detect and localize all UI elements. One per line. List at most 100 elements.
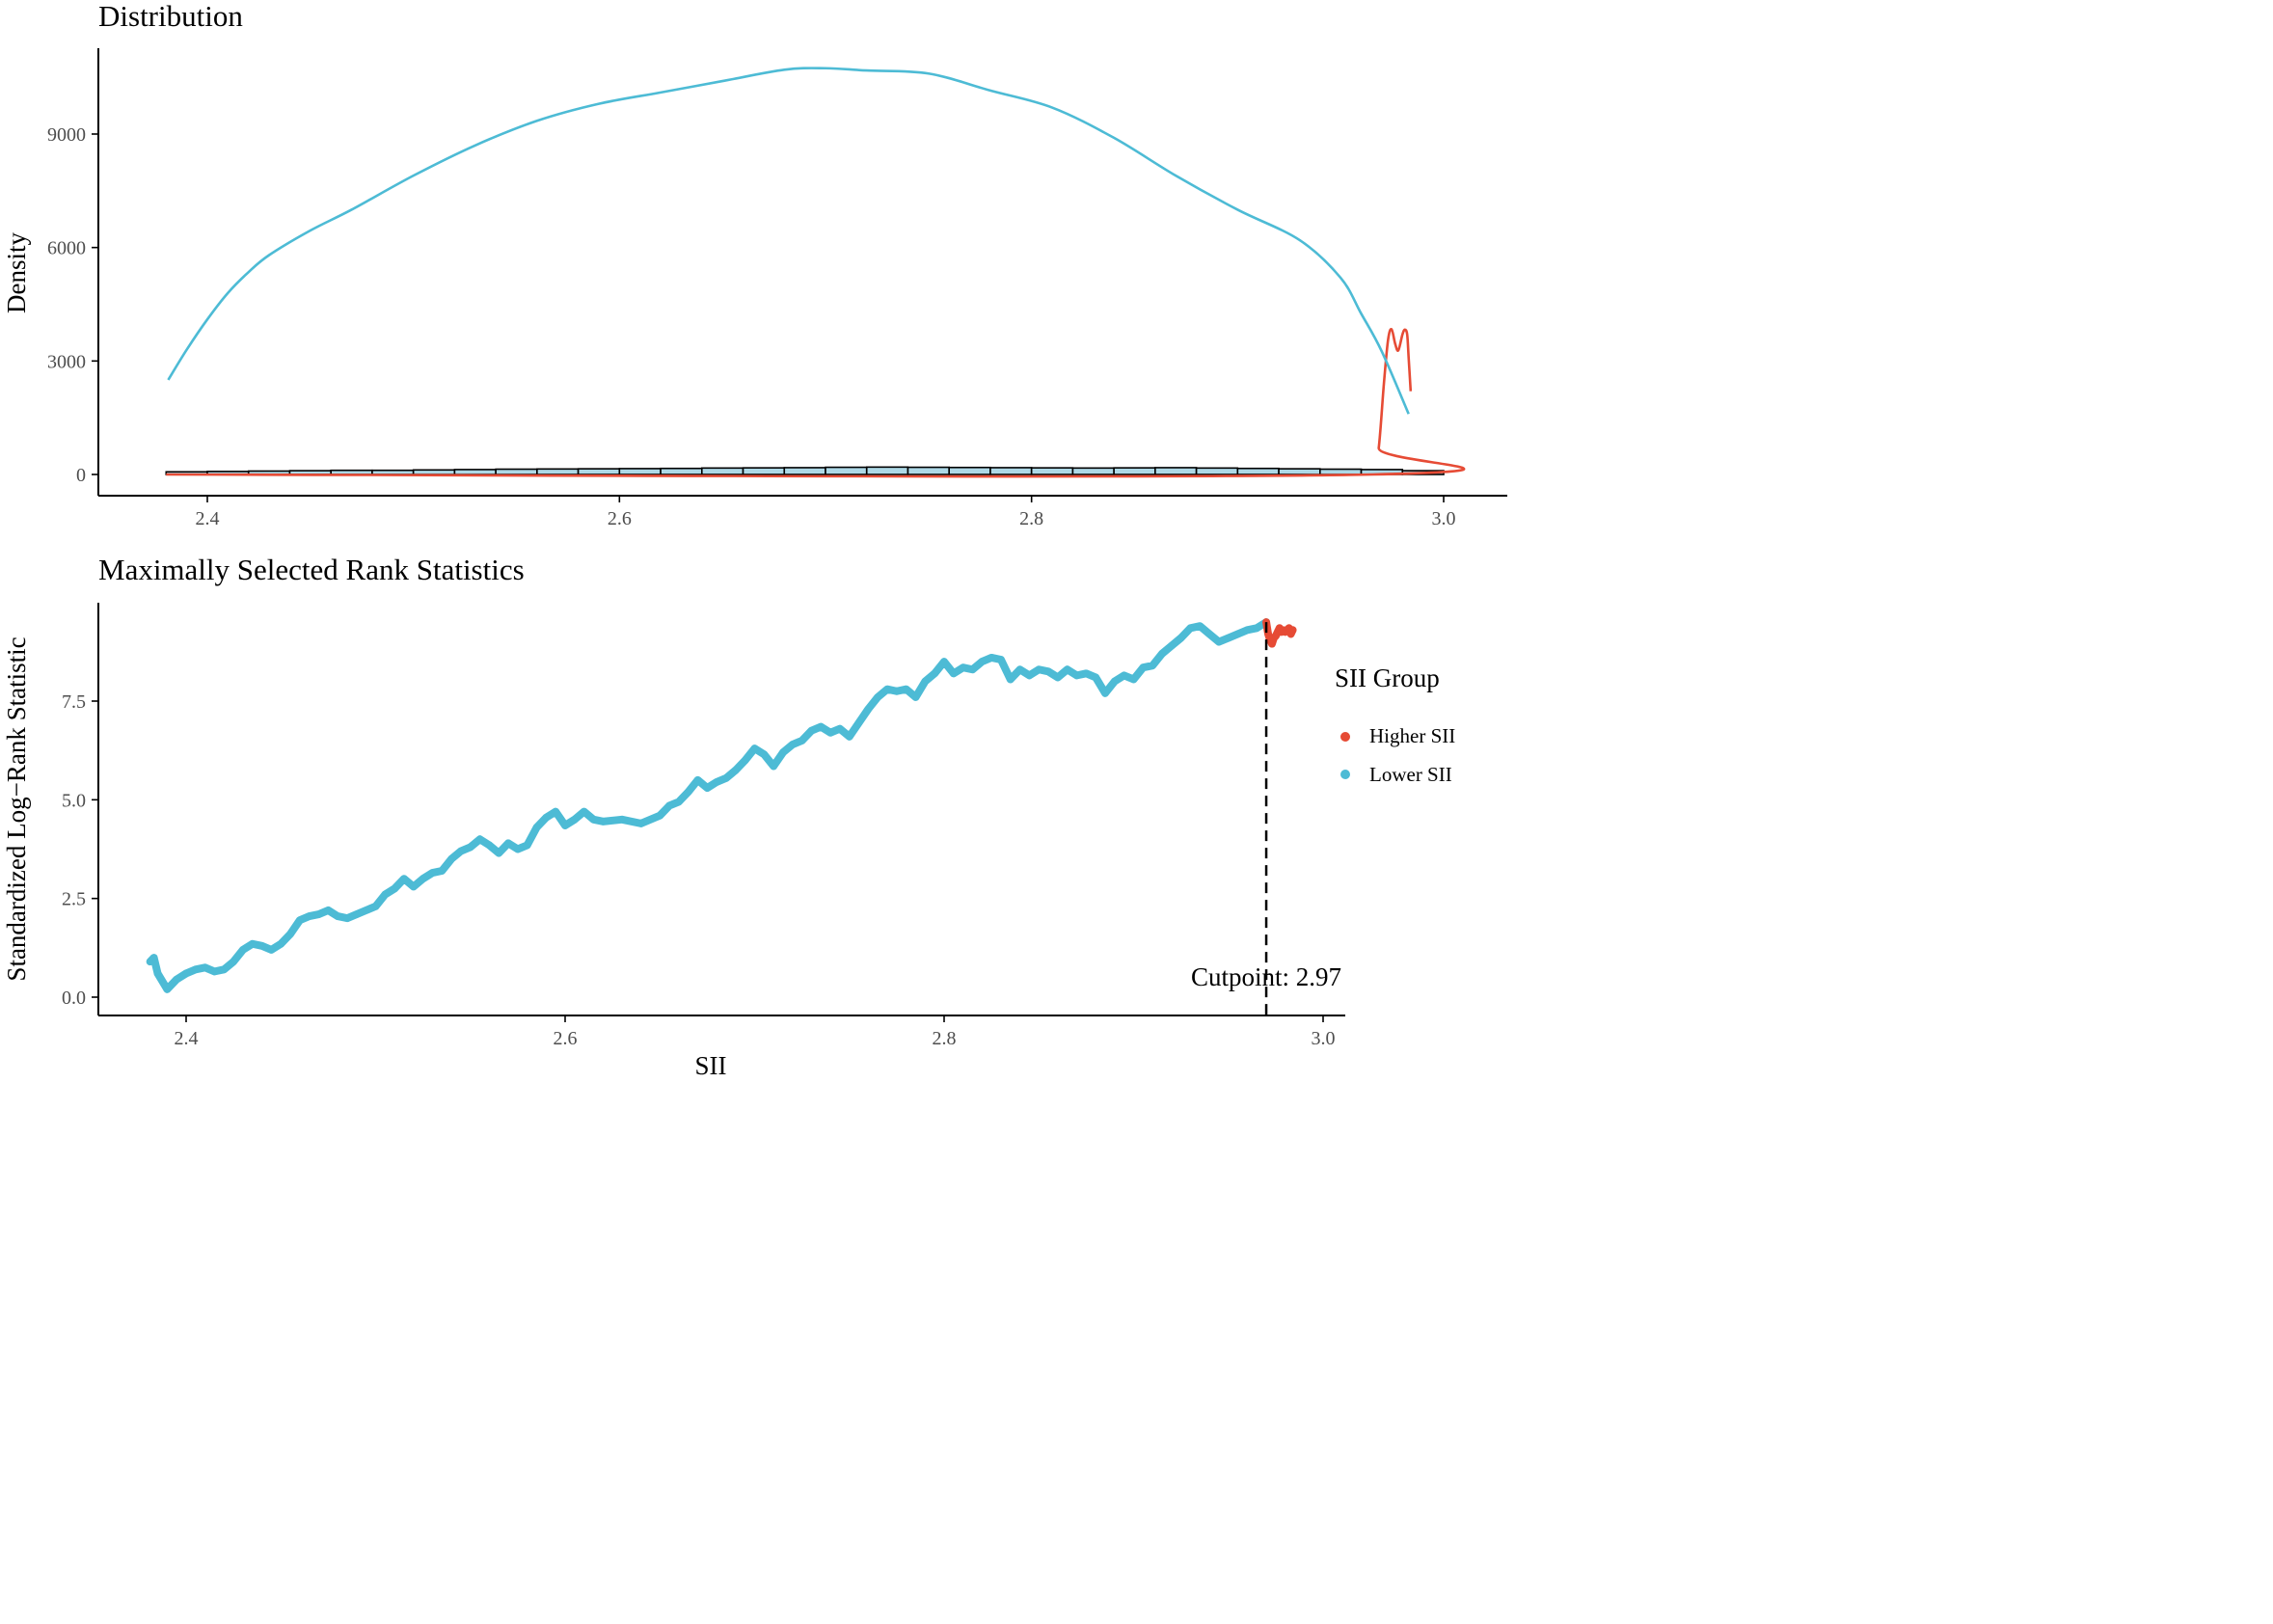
- rank-statistic-point-lower: [334, 912, 342, 920]
- x-axis-title: SII: [695, 1051, 727, 1080]
- figure: Distribution 2.4 2.6 2.8 3.0 0300060009000 …: [2, 0, 1507, 1080]
- rank-statistic-point-lower: [514, 845, 522, 853]
- rank-statistic-point-lower: [192, 965, 200, 974]
- y-axis-ticks: 0.0 2.5 5.0 7.5: [62, 691, 98, 1009]
- rank-statistic-point-lower: [789, 741, 797, 748]
- rank-statistic-point-lower: [684, 788, 692, 796]
- y-tick-label: 9000: [47, 124, 86, 146]
- histogram-bar: [825, 466, 868, 475]
- rank-statistic-point-lower: [988, 654, 995, 662]
- histogram-bar: [865, 466, 909, 475]
- y-tick-label: 0.0: [62, 988, 86, 1009]
- histogram-bar: [1030, 467, 1074, 475]
- rank-statistic-point-lower: [921, 677, 930, 686]
- rank-statistic-point-lower: [1243, 626, 1252, 635]
- rank-statistic-point-lower: [864, 705, 873, 713]
- rank-statistic-point-lower: [1054, 673, 1062, 682]
- rank-statistic-point-lower: [1196, 622, 1204, 631]
- rank-statistic-point-lower: [760, 750, 769, 759]
- rank-statistic-point-lower: [1215, 637, 1223, 646]
- y-axis-title: Standardized Log−Rank Statistic: [2, 636, 31, 981]
- rank-statistic-point-lower: [826, 728, 834, 737]
- legend-key-higher: [1340, 732, 1350, 742]
- rank-statistic-point-lower: [1035, 665, 1043, 674]
- histogram-bar: [577, 468, 621, 475]
- density-curves: [166, 67, 1466, 478]
- histogram-bar: [1113, 467, 1156, 475]
- rank-statistic-point-lower: [1168, 641, 1176, 650]
- histogram: [165, 466, 1445, 475]
- histogram-bar: [536, 468, 580, 475]
- histogram-bar: [906, 466, 951, 475]
- rank-statistic-point-lower: [1025, 671, 1034, 680]
- histogram-bar: [1154, 467, 1198, 475]
- rank-statistic-point-lower: [419, 875, 427, 882]
- rank-statistic-point-lower: [286, 930, 294, 938]
- histogram-bar: [1236, 467, 1280, 475]
- histogram-bar: [495, 468, 538, 475]
- rank-statistic-point-lower: [1120, 671, 1128, 680]
- rank-statistic-point-lower: [542, 813, 551, 822]
- y-axis-ticks: 0 3000 6000 9000: [47, 124, 98, 486]
- rank-statistic-point-lower: [1224, 634, 1232, 642]
- rank-statistic-point-lower: [665, 801, 673, 810]
- rank-statistic-point-lower: [675, 798, 683, 806]
- rank-statistic-point-lower: [817, 722, 825, 731]
- rank-statistic-point-lower: [353, 910, 361, 918]
- rank-statistic-point-lower: [854, 718, 863, 727]
- rank-statistic-point-lower: [428, 869, 437, 877]
- rank-statistic-point-lower: [874, 693, 882, 701]
- rank-statistic-point-lower: [931, 669, 938, 678]
- histogram-bar: [618, 468, 662, 475]
- y-tick-label: 0: [76, 465, 86, 486]
- rank-statistic-point-lower: [371, 903, 380, 910]
- rank-statistic-point-lower: [552, 807, 559, 816]
- rank-statistic-point-lower: [561, 822, 569, 829]
- rank-statistic-point-lower: [589, 816, 598, 824]
- rank-statistic-point-lower: [466, 843, 474, 852]
- rank-statistic-point-lower: [911, 693, 920, 701]
- rank-statistic-point-lower: [257, 941, 266, 950]
- rank-statistic-point-lower: [305, 912, 313, 920]
- legend-label-higher: Higher SII: [1369, 724, 1455, 747]
- rank-statistic-point-lower: [1015, 665, 1024, 674]
- rank-statistic-point-lower: [277, 939, 285, 948]
- rank-statistic-point-lower: [1177, 634, 1185, 642]
- rank-statistic-point-lower: [750, 744, 759, 752]
- rank-statistic-point-lower: [1139, 663, 1148, 672]
- rank-statistic-point-lower: [703, 784, 712, 792]
- rank-statistics-panel: Maximally Selected Rank Statistics Cutpo…: [2, 553, 1455, 1080]
- rank-statistic-point-lower: [618, 816, 626, 824]
- rank-statistic-point-lower: [324, 907, 333, 914]
- rank-statistic-point-lower: [438, 867, 446, 875]
- rank-statistic-point-lower: [457, 847, 465, 855]
- rank-statistic-point-higher: [1288, 626, 1297, 635]
- rank-statistic-point-lower: [1072, 671, 1081, 680]
- rank-statistic-point-lower: [713, 778, 720, 786]
- histogram-bar: [783, 467, 826, 475]
- legend-key-lower: [1340, 770, 1350, 779]
- rank-statistic-point-lower: [902, 685, 910, 693]
- histogram-bar: [1195, 467, 1239, 475]
- histogram-bar: [1071, 467, 1115, 475]
- rank-statistic-point-lower: [201, 963, 209, 972]
- histogram-bar: [412, 469, 456, 475]
- rank-statistic-point-lower: [239, 946, 247, 954]
- histogram-bar: [1278, 468, 1321, 475]
- x-tick-label: 3.0: [1432, 508, 1456, 529]
- rank-statistic-point-lower: [182, 969, 190, 978]
- legend-label-lower: Lower SII: [1369, 763, 1452, 786]
- rank-statistic-point-lower: [845, 733, 853, 741]
- x-tick-label: 2.8: [933, 1028, 957, 1049]
- rank-statistic-point-lower: [807, 726, 816, 735]
- rank-statistic-point-lower: [836, 724, 844, 733]
- rank-statistic-point-lower: [400, 875, 408, 882]
- rank-statistic-point-lower: [296, 916, 304, 924]
- rank-statistic-point-lower: [504, 839, 512, 848]
- rank-statistic-point-lower: [1006, 675, 1015, 684]
- rank-statistic-point-lower: [163, 986, 172, 993]
- rank-statistic-point-lower: [210, 967, 219, 976]
- rank-statistic-point-lower: [220, 965, 229, 974]
- rank-statistic-point-lower: [732, 766, 740, 774]
- histogram-bar: [742, 467, 786, 475]
